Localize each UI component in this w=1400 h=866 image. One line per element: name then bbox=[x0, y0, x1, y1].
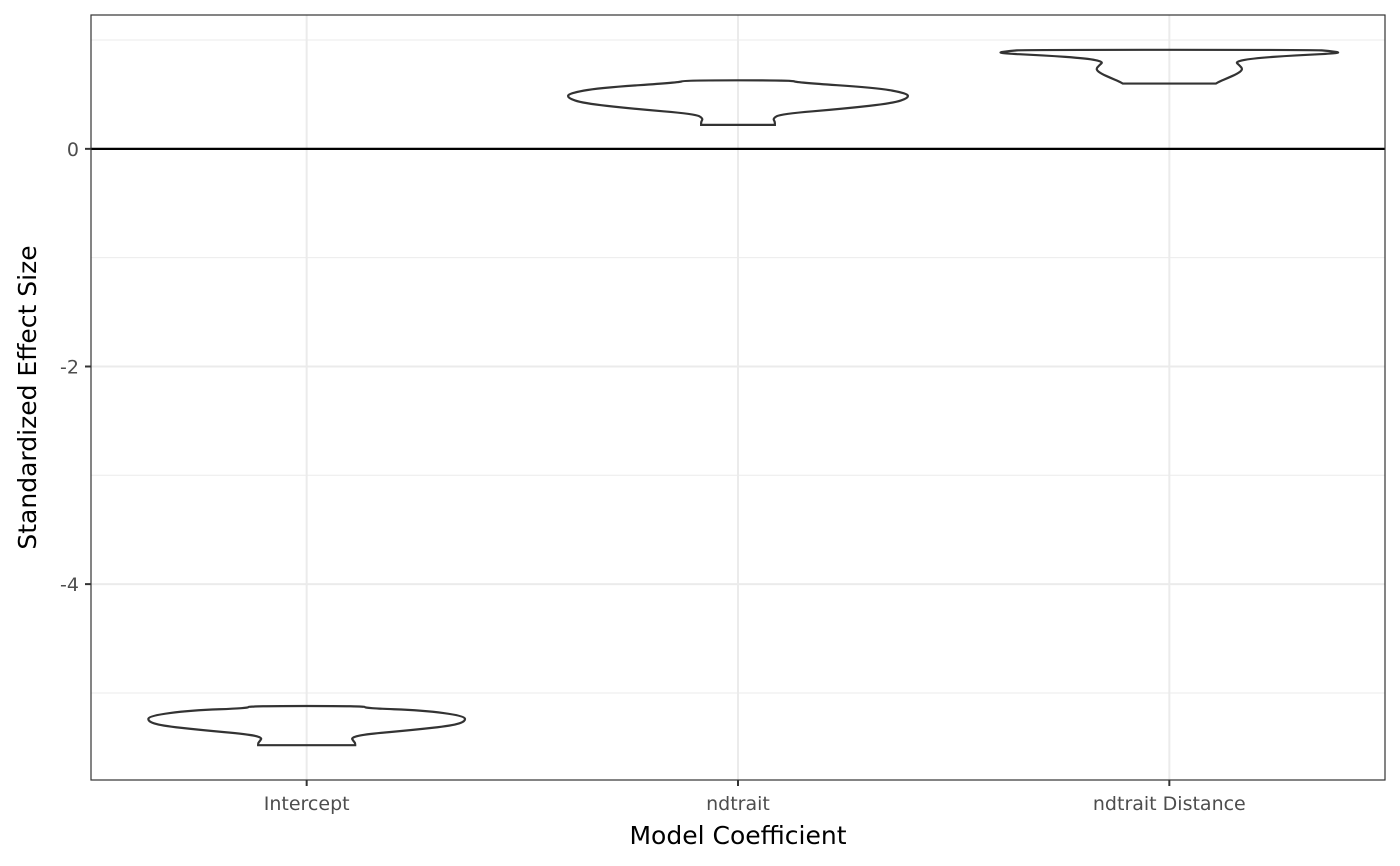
x-tick-label: ndtrait Distance bbox=[1093, 793, 1246, 815]
x-tick-label: Intercept bbox=[264, 793, 350, 815]
violin-intercept bbox=[147, 704, 467, 747]
violin-ndtrait-distance bbox=[999, 48, 1340, 85]
violins bbox=[147, 48, 1340, 747]
x-axis: Intercept ndtrait ndtrait Distance bbox=[264, 780, 1246, 815]
violin-ndtrait bbox=[566, 79, 910, 127]
y-tick-label: -2 bbox=[60, 356, 79, 378]
y-axis: 0 -2 -4 bbox=[60, 139, 91, 596]
y-tick-label: -4 bbox=[60, 574, 79, 596]
y-axis-title: Standardized Effect Size bbox=[13, 245, 42, 549]
x-axis-title: Model Coefficient bbox=[629, 821, 846, 850]
x-tick-label: ndtrait bbox=[706, 793, 770, 815]
y-tick-label: 0 bbox=[67, 139, 79, 161]
